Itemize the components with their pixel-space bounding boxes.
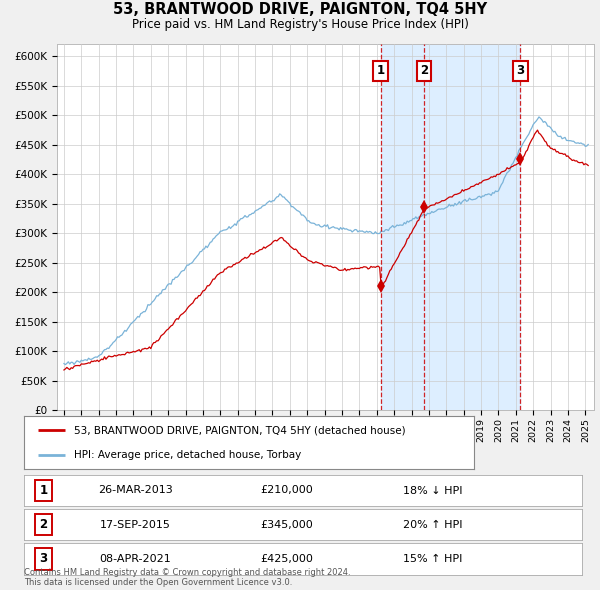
- Text: 53, BRANTWOOD DRIVE, PAIGNTON, TQ4 5HY (detached house): 53, BRANTWOOD DRIVE, PAIGNTON, TQ4 5HY (…: [74, 426, 405, 436]
- Text: 3: 3: [517, 64, 524, 77]
- Text: 2: 2: [420, 64, 428, 77]
- Text: Price paid vs. HM Land Registry's House Price Index (HPI): Price paid vs. HM Land Registry's House …: [131, 18, 469, 31]
- Text: £210,000: £210,000: [260, 486, 313, 496]
- Text: Contains HM Land Registry data © Crown copyright and database right 2024.
This d: Contains HM Land Registry data © Crown c…: [24, 568, 350, 587]
- Text: 1: 1: [377, 64, 385, 77]
- Text: 3: 3: [40, 552, 47, 565]
- Text: 08-APR-2021: 08-APR-2021: [100, 554, 172, 564]
- Text: £425,000: £425,000: [260, 554, 313, 564]
- Bar: [381, 44, 424, 410]
- Text: 20% ↑ HPI: 20% ↑ HPI: [403, 520, 463, 530]
- Text: 18% ↓ HPI: 18% ↓ HPI: [403, 486, 463, 496]
- Text: 26-MAR-2013: 26-MAR-2013: [98, 486, 173, 496]
- Text: 53, BRANTWOOD DRIVE, PAIGNTON, TQ4 5HY: 53, BRANTWOOD DRIVE, PAIGNTON, TQ4 5HY: [113, 2, 487, 17]
- Bar: [424, 44, 520, 410]
- Text: 15% ↑ HPI: 15% ↑ HPI: [403, 554, 463, 564]
- Text: 2: 2: [40, 518, 47, 531]
- Text: £345,000: £345,000: [260, 520, 313, 530]
- Text: HPI: Average price, detached house, Torbay: HPI: Average price, detached house, Torb…: [74, 450, 301, 460]
- Text: 1: 1: [40, 484, 47, 497]
- Text: 17-SEP-2015: 17-SEP-2015: [100, 520, 171, 530]
